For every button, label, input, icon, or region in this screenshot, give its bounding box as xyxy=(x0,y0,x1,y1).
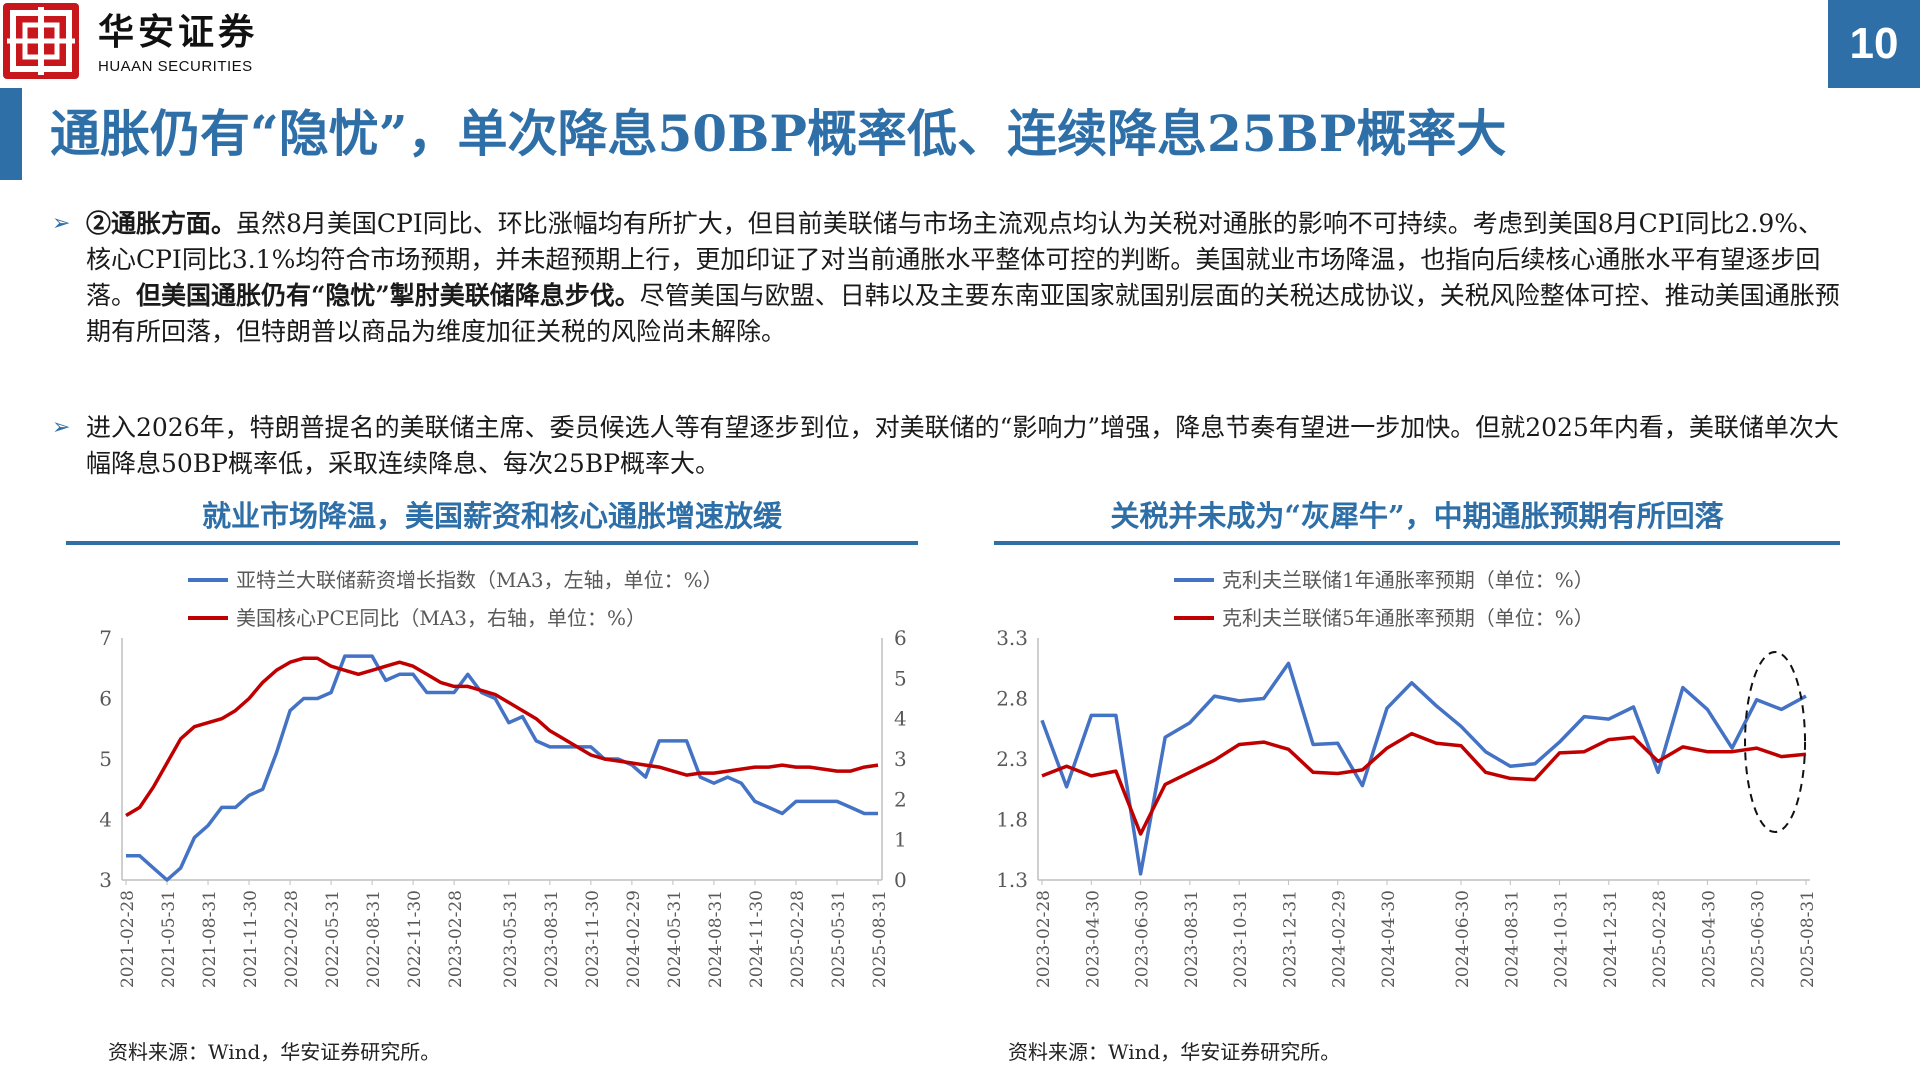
x-tick-label: 2024-05-31 xyxy=(665,890,685,988)
y-tick-left-label: 6 xyxy=(99,687,112,711)
page-title: 通胀仍有“隐忧”，单次降息50BP概率低、连续降息25BP概率大 xyxy=(50,104,1507,163)
left-chart-rule xyxy=(66,541,918,545)
left-chart: 亚特兰大联储薪资增长指数（MA3，左轴，单位：%） 美国核心PCE同比（MA3，右… xyxy=(99,568,907,988)
x-tick-label: 2023-05-31 xyxy=(501,890,521,988)
x-tick-label: 2023-10-31 xyxy=(1231,890,1251,988)
left-chart-heading: 就业市场降温，美国薪资和核心通胀增速放缓 xyxy=(201,499,782,533)
bullet-1-part-2: 虽然8月美国CPI同比、环比涨幅均有所扩大，但目前美联储与市场主流观点均认为关税… xyxy=(86,209,1823,310)
x-tick-label: 2024-10-31 xyxy=(1552,890,1572,988)
x-tick-label: 2024-11-30 xyxy=(747,890,767,988)
bullet-arrow-icon: ➢ xyxy=(52,415,71,440)
x-tick-label: 2022-02-28 xyxy=(282,890,302,988)
y-tick-right-label: 5 xyxy=(894,666,907,690)
right-chart-source: 资料来源：Wind，华安证券研究所。 xyxy=(1008,1040,1341,1064)
series-line-2 xyxy=(125,656,879,818)
right-chart: 克利夫兰联储1年通胀率预期（单位：%） 克利夫兰联储5年通胀率预期（单位：%） 1.… xyxy=(996,568,1818,988)
y-tick-left-label: 4 xyxy=(99,808,112,832)
y-tick-left-label: 2.8 xyxy=(996,687,1028,711)
y-tick-right-label: 2 xyxy=(894,787,907,811)
series-line-2 xyxy=(1041,731,1807,836)
legend-label-1: 克利夫兰联储1年通胀率预期（单位：%） xyxy=(1222,568,1594,592)
bullet-1-part-4: 尽管美国与欧盟、日韩以及主要东南亚国家就国别层面的关税达成协议，关税风险整体可控… xyxy=(86,281,1840,346)
y-tick-left-label: 2.3 xyxy=(996,747,1028,771)
y-tick-right-label: 6 xyxy=(894,626,907,650)
x-tick-label: 2024-02-29 xyxy=(624,890,644,988)
company-logo xyxy=(3,3,79,79)
x-tick-label: 2021-05-31 xyxy=(159,890,179,988)
series-line-1 xyxy=(126,654,878,882)
y-tick-right-label: 1 xyxy=(894,828,907,852)
bullet-1-part-1: ②通胀方面。 xyxy=(86,209,237,238)
x-tick-label: 2023-08-31 xyxy=(542,890,562,988)
x-tick-label: 2022-08-31 xyxy=(364,890,384,988)
x-tick-label: 2025-04-30 xyxy=(1699,890,1719,988)
x-tick-label: 2025-08-31 xyxy=(870,890,890,988)
y-tick-right-label: 3 xyxy=(894,747,907,771)
x-tick-label: 2025-02-28 xyxy=(788,890,808,988)
right-chart-rule xyxy=(994,541,1840,545)
legend-label-1: 亚特兰大联储薪资增长指数（MA3，左轴，单位：%） xyxy=(236,568,723,592)
bullet-paragraph-outlook: ➢ 进入2026年，特朗普提名的美联储主席、委员候选人等有望逐步到位，对美联储的… xyxy=(52,410,1846,482)
y-tick-left-label: 7 xyxy=(99,626,112,650)
y-tick-left-label: 3 xyxy=(99,868,112,892)
y-tick-left-label: 1.3 xyxy=(996,868,1028,892)
x-tick-label: 2024-02-29 xyxy=(1330,890,1350,988)
x-tick-label: 2024-06-30 xyxy=(1453,890,1473,988)
x-tick-label: 2025-02-28 xyxy=(1650,890,1670,988)
x-tick-label: 2025-08-31 xyxy=(1798,890,1818,988)
y-tick-right-label: 0 xyxy=(894,868,907,892)
highlight-ellipse xyxy=(1744,651,1807,833)
x-tick-label: 2025-06-30 xyxy=(1749,890,1769,988)
logo-chinese-name: 华安证券 xyxy=(98,11,259,53)
x-tick-label: 2023-12-31 xyxy=(1280,890,1300,988)
x-tick-label: 2023-11-30 xyxy=(583,890,603,988)
x-tick-label: 2024-08-31 xyxy=(1502,890,1522,988)
title-accent-bar xyxy=(0,88,22,180)
page-number: 10 xyxy=(1828,0,1920,88)
y-tick-right-label: 4 xyxy=(894,707,907,731)
x-tick-label: 2024-08-31 xyxy=(706,890,726,988)
x-tick-label: 2022-05-31 xyxy=(323,890,343,988)
x-tick-label: 2023-08-31 xyxy=(1182,890,1202,988)
y-tick-left-label: 3.3 xyxy=(996,626,1028,650)
x-tick-label: 2025-05-31 xyxy=(829,890,849,988)
y-tick-left-label: 1.8 xyxy=(996,808,1028,832)
legend-label-2: 克利夫兰联储5年通胀率预期（单位：%） xyxy=(1222,606,1594,630)
logo-english-name: HUAAN SECURITIES xyxy=(98,58,253,75)
logo-emblem-icon xyxy=(7,7,75,75)
x-tick-label: 2021-11-30 xyxy=(241,890,261,988)
x-tick-label: 2021-02-28 xyxy=(118,890,138,988)
left-chart-source: 资料来源：Wind，华安证券研究所。 xyxy=(108,1040,441,1064)
bullet-paragraph-inflation: ➢ ②通胀方面。虽然8月美国CPI同比、环比涨幅均有所扩大，但目前美联储与市场主… xyxy=(52,206,1846,350)
x-tick-label: 2024-04-30 xyxy=(1379,890,1399,988)
bullet-1-part-3: 但美国通胀仍有“隐忧”掣肘美联储降息步伐。 xyxy=(136,281,640,310)
y-tick-left-label: 5 xyxy=(99,747,112,771)
right-chart-heading: 关税并未成为“灰犀牛”，中期通胀预期有所回落 xyxy=(1110,499,1724,533)
bullet-2-part-1: 进入2026年，特朗普提名的美联储主席、委员候选人等有望逐步到位，对美联储的“影… xyxy=(86,413,1839,478)
legend-label-2: 美国核心PCE同比（MA3，右轴，单位：%） xyxy=(236,606,646,630)
x-tick-label: 2023-06-30 xyxy=(1133,890,1153,988)
x-tick-label: 2022-11-30 xyxy=(405,890,425,988)
series-line-1 xyxy=(1040,661,1807,876)
x-tick-label: 2023-02-28 xyxy=(446,890,466,988)
x-tick-label: 2023-04-30 xyxy=(1083,890,1103,988)
x-tick-label: 2024-12-31 xyxy=(1601,890,1621,988)
bullet-arrow-icon: ➢ xyxy=(52,211,71,236)
x-tick-label: 2021-08-31 xyxy=(200,890,220,988)
x-tick-label: 2023-02-28 xyxy=(1034,890,1054,988)
